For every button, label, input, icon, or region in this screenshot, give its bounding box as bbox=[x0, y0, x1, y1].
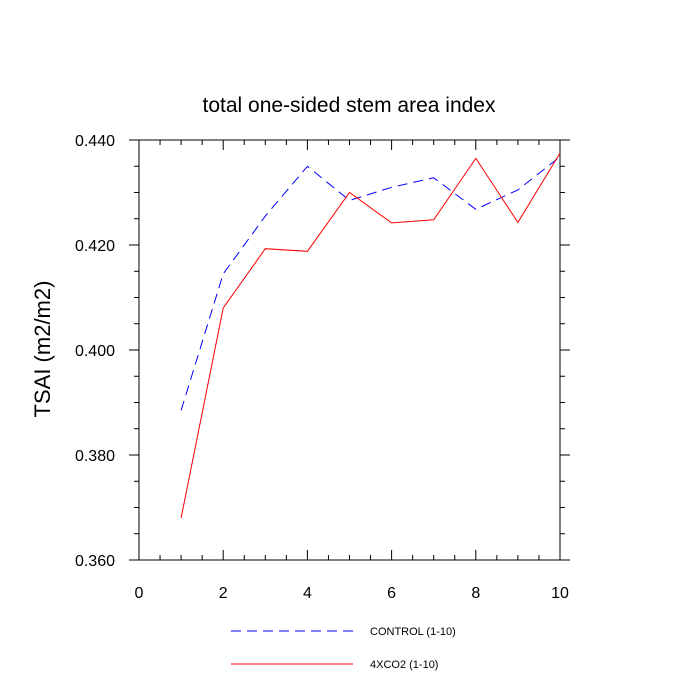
plot-frame bbox=[138, 139, 561, 561]
series-line-1 bbox=[180, 152, 561, 519]
y-axis-label: TSAI (m2/m2) bbox=[30, 281, 55, 418]
x-tick-label: 4 bbox=[303, 585, 312, 602]
y-tick-label: 0.440 bbox=[75, 133, 115, 150]
x-tick-label: 10 bbox=[551, 585, 569, 602]
x-tick-label: 2 bbox=[219, 585, 228, 602]
legend-label-0: CONTROL (1-10) bbox=[370, 626, 456, 638]
series-lines bbox=[180, 152, 561, 519]
y-tick-label: 0.400 bbox=[75, 343, 115, 360]
x-tick-label: 8 bbox=[471, 585, 480, 602]
y-tick-label: 0.420 bbox=[75, 238, 115, 255]
y-tick-label: 0.360 bbox=[75, 553, 115, 570]
x-tick-label: 6 bbox=[387, 585, 396, 602]
legend: CONTROL (1-10) 4XCO2 (1-10) bbox=[231, 626, 456, 671]
x-tick-label: 0 bbox=[135, 585, 144, 602]
legend-label-1: 4XCO2 (1-10) bbox=[370, 659, 438, 671]
chart-title: total one-sided stem area index bbox=[202, 94, 496, 117]
y-tick-label: 0.380 bbox=[75, 448, 115, 465]
axis-ticks: 0 2 4 6 8 10 0.360 0.380 0.400 0.420 0.440 bbox=[75, 133, 570, 602]
series-line-0 bbox=[180, 156, 561, 411]
